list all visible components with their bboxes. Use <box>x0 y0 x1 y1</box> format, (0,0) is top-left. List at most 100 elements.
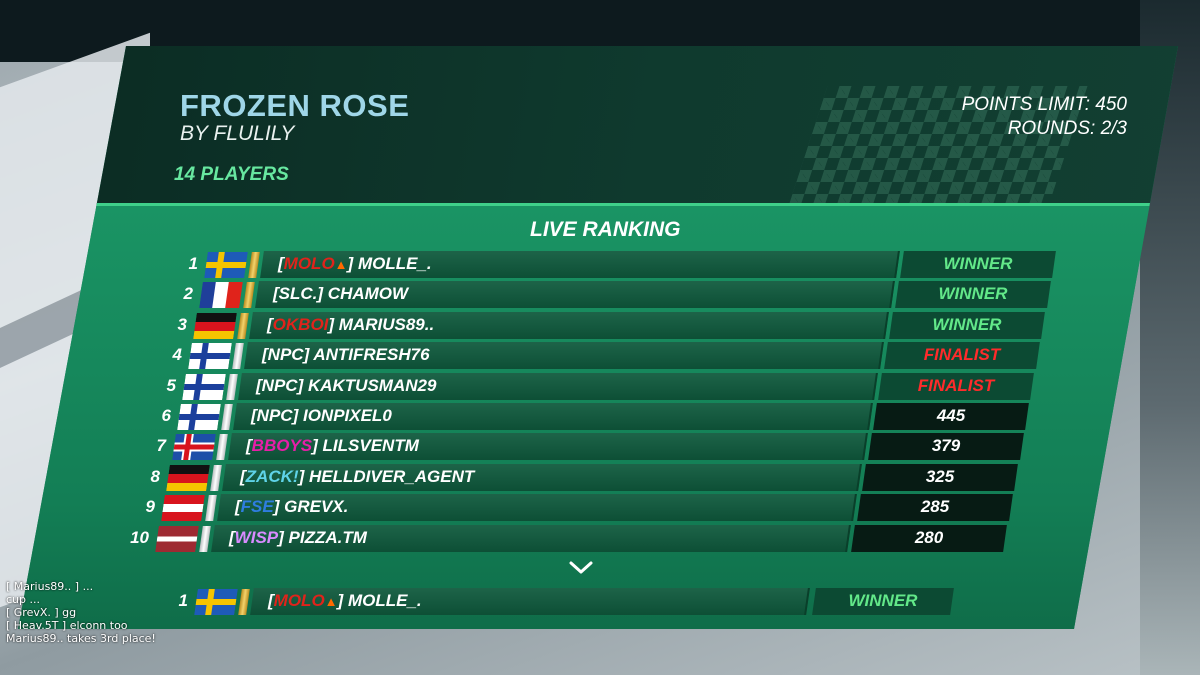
chevron-down-icon[interactable] <box>568 560 594 576</box>
medal-chip <box>232 343 244 369</box>
club-tag: NPC <box>261 376 298 395</box>
points-value: 379 <box>931 436 961 455</box>
medal-chip <box>243 282 255 308</box>
chat-log: [ Marius89.. ] ... cup ... [ GrevX. ] gg… <box>6 580 156 645</box>
ranking-row: 7 [BBOYS] LILSVENTM 379 <box>0 433 1200 460</box>
map-title: FROZEN ROSE <box>180 88 410 123</box>
iceland-flag-icon <box>172 434 216 460</box>
rank-number: 1 <box>178 591 188 610</box>
medal-chip <box>216 434 228 460</box>
header-divider <box>18 203 1178 206</box>
player-name[interactable]: [MOLO▲] MOLLE_. <box>278 254 432 274</box>
tag-bracket: ] <box>312 436 323 455</box>
self-row: 1 [MOLO▲] MOLLE_. WINNER <box>0 588 1200 615</box>
tag-bracket: ] <box>292 406 303 425</box>
france-flag-icon <box>199 282 243 308</box>
rank-number: 3 <box>177 315 187 334</box>
player-name[interactable]: [ZACK!] HELLDIVER_AGENT <box>240 467 474 487</box>
chat-line: [ Marius89.. ] ... <box>6 580 94 593</box>
club-tag: OKBOI <box>272 315 329 334</box>
status-badge: WINNER <box>938 284 1008 303</box>
player-name[interactable]: [OKBOI] MARIUS89.. <box>267 315 434 335</box>
sweden-flag-icon <box>204 252 248 278</box>
club-tag: BBOYS <box>251 436 313 455</box>
tag-bracket: [ <box>235 497 241 516</box>
player-nickname: KAKTUSMAN29 <box>307 376 437 395</box>
tag-bracket: ] <box>278 528 289 547</box>
medal-chip <box>210 465 222 491</box>
fire-icon: ▲ <box>334 257 348 272</box>
player-nickname: ANTIFRESH76 <box>313 345 430 364</box>
rank-number: 10 <box>130 528 149 547</box>
player-nickname: MOLLE_. <box>357 254 432 273</box>
chat-line: [ GrevX. ] gg <box>6 606 77 619</box>
austria-flag-icon <box>161 495 205 521</box>
club-tag: SLC. <box>278 284 318 303</box>
player-nickname: MOLLE_. <box>347 591 422 610</box>
player-name[interactable]: [NPC] IONPIXEL0 <box>251 406 392 426</box>
status-badge: WINNER <box>943 254 1013 273</box>
tag-bracket: ] <box>273 497 285 516</box>
player-name[interactable]: [SLC.] CHAMOW <box>273 284 408 304</box>
status-badge: FINALIST <box>923 345 1001 364</box>
player-name[interactable]: [NPC] ANTIFRESH76 <box>262 345 430 365</box>
tag-bracket: ] <box>303 345 314 364</box>
live-ranking-title: LIVE RANKING <box>530 218 681 241</box>
points-value: 280 <box>914 528 944 547</box>
fire-icon: ▲ <box>324 594 338 609</box>
status-badge: FINALIST <box>917 376 995 395</box>
rank-number: 2 <box>183 284 193 303</box>
club-tag: MOLO <box>283 254 335 273</box>
rank-number: 6 <box>161 406 171 425</box>
tag-bracket: [ <box>256 376 262 395</box>
germany-flag-icon <box>166 465 210 491</box>
club-tag: WISP <box>234 528 279 547</box>
points-value: 285 <box>920 497 950 516</box>
ranking-row: 10 [WISP] PIZZA.TM 280 <box>0 525 1200 552</box>
rank-number: 1 <box>188 254 198 273</box>
player-name[interactable]: [FSE] GREVX. <box>235 497 348 517</box>
player-name[interactable]: [NPC] KAKTUSMAN29 <box>256 376 436 396</box>
tag-bracket: [ <box>246 436 252 455</box>
match-info: POINTS LIMIT: 450 ROUNDS: 2/3 <box>962 93 1127 141</box>
club-tag: NPC <box>256 406 293 425</box>
rounds-counter: ROUNDS: 2/3 <box>1007 118 1127 139</box>
tag-bracket: ] <box>297 376 308 395</box>
ranking-row: 5 [NPC] KAKTUSMAN29 FINALIST <box>0 373 1200 400</box>
ranking-row: 6 [NPC] IONPIXEL0 445 <box>0 403 1200 430</box>
player-nickname: PIZZA.TM <box>288 528 367 547</box>
tag-bracket: [ <box>278 254 284 273</box>
status-badge: WINNER <box>848 591 918 610</box>
points-value: 445 <box>936 406 966 425</box>
club-tag: FSE <box>240 497 274 516</box>
tag-bracket: [ <box>251 406 257 425</box>
rank-number: 4 <box>172 345 182 364</box>
player-name[interactable]: [WISP] PIZZA.TM <box>229 528 367 548</box>
player-nickname: HELLDIVER_AGENT <box>308 467 475 486</box>
tag-bracket: ] <box>347 254 358 273</box>
chat-line: Marius89.. takes 3rd place! <box>6 632 156 645</box>
tag-bracket: [ <box>240 467 246 486</box>
tag-bracket: [ <box>268 591 274 610</box>
ranking-row: 1 [MOLO▲] MOLLE_. WINNER <box>0 251 1200 278</box>
tag-bracket: ] <box>337 591 348 610</box>
finland-flag-icon <box>188 343 232 369</box>
rank-number: 7 <box>156 436 166 455</box>
chat-line: [ Heav.5T ] elconn too <box>6 619 128 632</box>
player-name[interactable]: [BBOYS] LILSVENTM <box>246 436 419 456</box>
player-nickname: IONPIXEL0 <box>302 406 392 425</box>
status-badge: WINNER <box>932 315 1002 334</box>
club-tag: NPC <box>267 345 304 364</box>
rank-number: 9 <box>145 497 155 516</box>
medal-chip <box>221 404 233 430</box>
club-tag: MOLO <box>273 591 325 610</box>
finland-flag-icon <box>177 404 221 430</box>
points-value: 325 <box>925 467 955 486</box>
sweden-flag-icon <box>194 589 238 615</box>
ranking-row: 2 [SLC.] CHAMOW WINNER <box>0 281 1200 308</box>
medal-chip <box>238 589 250 615</box>
finland-flag-icon <box>182 374 226 400</box>
player-name[interactable]: [MOLO▲] MOLLE_. <box>268 591 422 611</box>
ranking-row: 8 [ZACK!] HELLDIVER_AGENT 325 <box>0 464 1200 491</box>
tag-bracket: [ <box>262 345 268 364</box>
